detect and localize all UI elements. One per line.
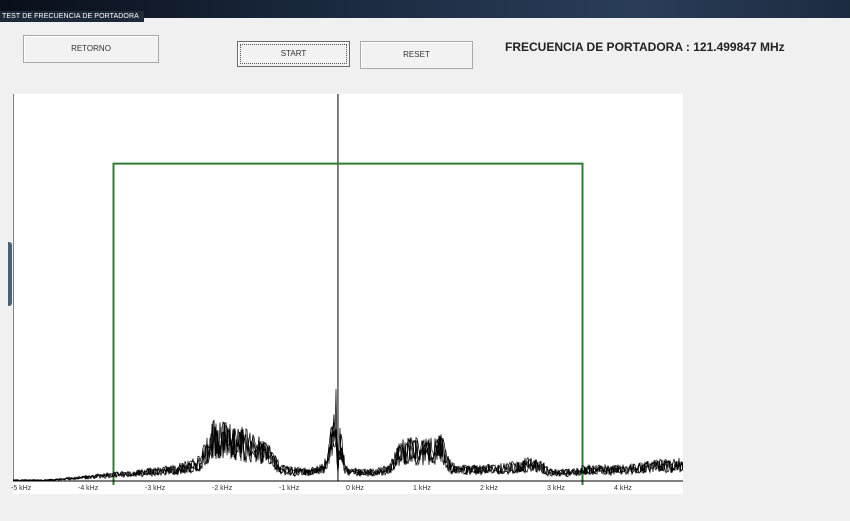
x-tick-label: -2 kHz bbox=[212, 485, 233, 492]
window-title: TEST DE FRECUENCIA DE PORTADORA bbox=[0, 11, 144, 22]
return-button[interactable]: RETORNO bbox=[23, 35, 159, 63]
spectrum-plot bbox=[13, 94, 683, 494]
x-tick-label: 1 kHz bbox=[413, 485, 431, 492]
focus-ring bbox=[240, 44, 347, 64]
x-tick-label: 3 kHz bbox=[547, 485, 565, 492]
side-panel-handle[interactable] bbox=[8, 242, 12, 306]
start-button[interactable]: START bbox=[237, 41, 350, 67]
start-button-label: START bbox=[280, 49, 307, 58]
x-tick-label: -3 kHz bbox=[145, 485, 166, 492]
x-tick-label: 4 kHz bbox=[614, 485, 632, 492]
x-tick-label: -1 kHz bbox=[279, 485, 300, 492]
x-tick-label: 2 kHz bbox=[480, 485, 498, 492]
x-tick-label: -4 kHz bbox=[78, 485, 99, 492]
reset-button[interactable]: RESET bbox=[360, 41, 473, 69]
spectrum-svg bbox=[13, 94, 683, 485]
carrier-frequency-readout: FRECUENCIA DE PORTADORA : 121.499847 MHz bbox=[505, 40, 785, 54]
spectrum-trace bbox=[13, 388, 683, 482]
x-tick-label: -5 kHz bbox=[11, 485, 32, 492]
x-tick-label: 0 kHz bbox=[346, 485, 364, 492]
window-title-bar bbox=[0, 0, 850, 18]
spectrum-mask bbox=[112, 162, 584, 485]
